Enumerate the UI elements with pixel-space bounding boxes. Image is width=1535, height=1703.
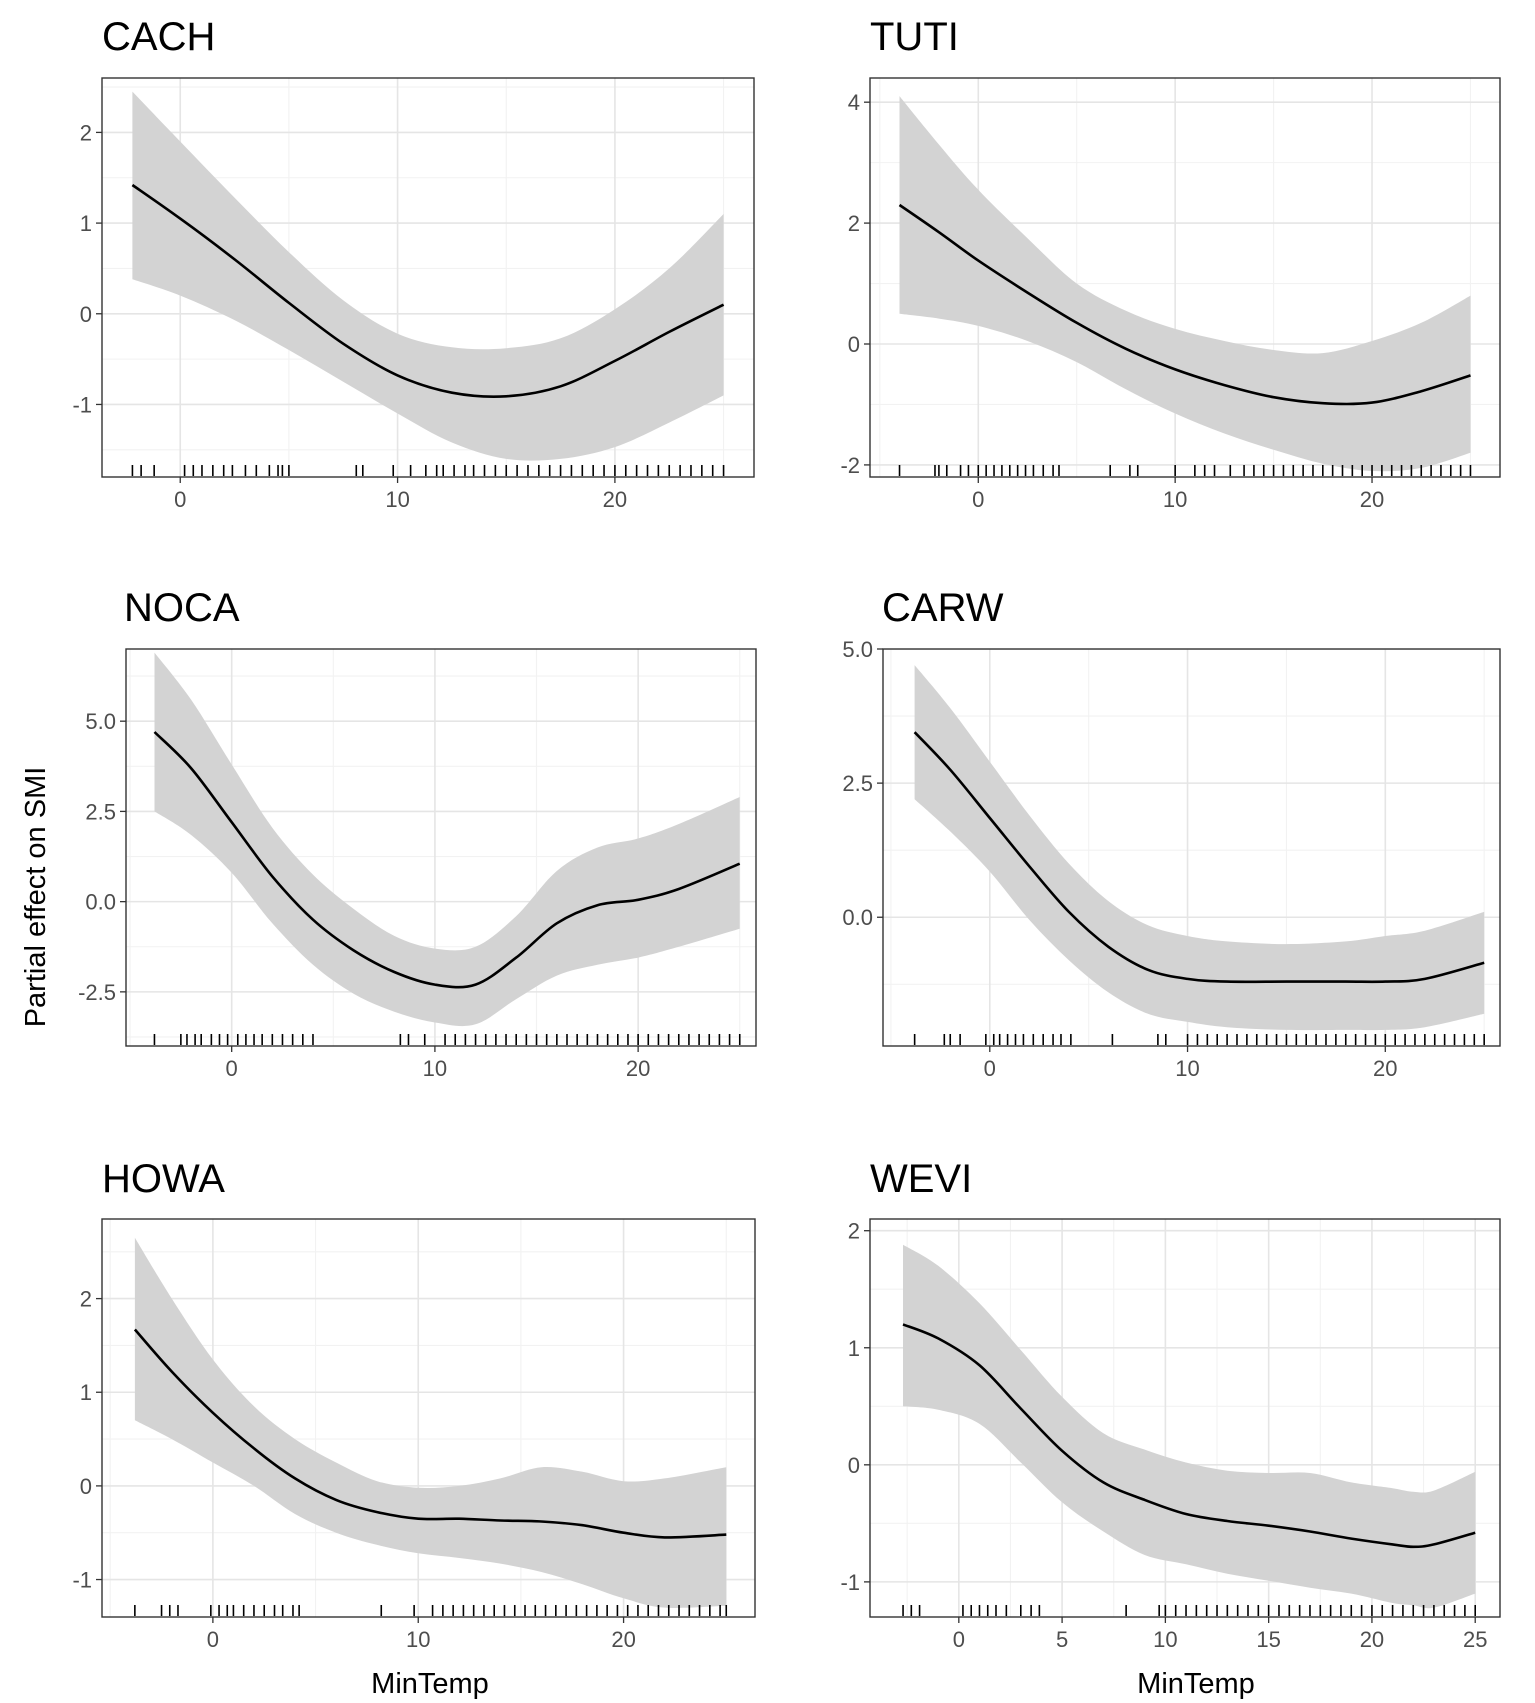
x-axis-title: MinTemp: [1137, 1668, 1255, 1700]
panel-border: [101, 1218, 756, 1618]
fit-line: [153, 731, 741, 989]
x-tick-label: 20: [603, 487, 627, 512]
x-tick-label: 0: [953, 1627, 965, 1652]
y-tick-label: 1: [80, 211, 92, 236]
panel-border: [882, 648, 1501, 1047]
panel-howa: 0 10 20 -1 0 1 2 HOWA MinTemp: [72, 1157, 756, 1700]
panel-wevi: 0 5 10 15 20 25 -1 0 1 2 WEVI MinTemp: [840, 1157, 1501, 1700]
x-tick-label: 0: [207, 1627, 219, 1652]
x-axis-title: MinTemp: [371, 1668, 489, 1700]
y-axis-title: Partial effect on SMI: [20, 767, 52, 1028]
panel-title: TUTI: [870, 15, 959, 59]
x-tick-label: 0: [174, 487, 186, 512]
x-tick-label: 5: [1056, 1627, 1068, 1652]
panel-border: [101, 77, 755, 478]
x-tick-label: 10: [1153, 1627, 1177, 1652]
panel-carw: 0 10 20 0.0 2.5 5.0 CARW: [842, 586, 1501, 1081]
panel-title: CARW: [882, 586, 1004, 630]
rug: [134, 1605, 728, 1616]
panel-title: WEVI: [870, 1157, 972, 1201]
y-tick-label: 0: [848, 332, 860, 357]
y-tick-label: 2: [80, 1287, 92, 1312]
y-tick-label: -1: [72, 1568, 92, 1593]
y-tick-label: 1: [80, 1380, 92, 1405]
confidence-band: [132, 91, 724, 461]
y-tick-label: 2.5: [85, 799, 116, 824]
x-tick-label: 20: [1360, 487, 1384, 512]
x-tick-label: 20: [611, 1627, 635, 1652]
y-tick-label: 4: [848, 90, 860, 115]
confidence-band: [899, 96, 1471, 472]
confidence-band: [903, 1244, 1476, 1609]
fit-line: [902, 1323, 1476, 1549]
panel-title: HOWA: [102, 1157, 225, 1201]
y-tick-label: 0.0: [842, 905, 873, 930]
panel-noca: 0 10 20 -2.5 0.0 2.5 5.0 NOCA: [78, 586, 757, 1081]
y-tick-label: -1: [72, 392, 92, 417]
y-tick-label: 1: [848, 1336, 860, 1361]
panel-border: [125, 648, 757, 1047]
rug: [898, 465, 1472, 476]
fit-line: [131, 183, 725, 398]
fit-line: [133, 1328, 727, 1539]
y-tick-label: 0: [80, 1474, 92, 1499]
x-tick-label: 10: [423, 1056, 447, 1081]
x-tick-label: 0: [972, 487, 984, 512]
y-tick-label: 2.5: [842, 771, 873, 796]
rug: [131, 465, 725, 476]
y-tick-label: -1: [840, 1570, 860, 1595]
y-tick-label: 2: [848, 1219, 860, 1244]
y-tick-label: 2: [80, 120, 92, 145]
x-tick-label: 0: [984, 1056, 996, 1081]
confidence-band: [134, 1237, 727, 1608]
y-tick-label: 5.0: [842, 637, 873, 662]
rug: [902, 1605, 1477, 1616]
fit-line: [913, 731, 1485, 984]
y-tick-label: -2.5: [78, 980, 116, 1005]
confidence-band: [914, 665, 1485, 1031]
x-tick-label: 10: [385, 487, 409, 512]
x-tick-label: 25: [1463, 1627, 1487, 1652]
y-tick-label: -2: [840, 453, 860, 478]
panel-cach: 0 10 20 -1 0 1 2 CACH: [72, 15, 755, 512]
panel-title: CACH: [102, 15, 215, 59]
x-tick-label: 20: [1373, 1056, 1397, 1081]
rug: [153, 1034, 741, 1045]
y-tick-label: 5.0: [85, 709, 116, 734]
x-tick-label: 10: [406, 1627, 430, 1652]
x-tick-label: 0: [226, 1056, 238, 1081]
x-tick-label: 20: [626, 1056, 650, 1081]
y-tick-label: 2: [848, 211, 860, 236]
panel-border: [869, 77, 1501, 478]
panel-border: [869, 1218, 1501, 1618]
fit-line: [898, 203, 1471, 406]
y-tick-label: 0.0: [85, 890, 116, 915]
x-tick-label: 20: [1360, 1627, 1384, 1652]
confidence-band: [154, 652, 740, 1027]
rug: [913, 1034, 1485, 1045]
x-tick-label: 10: [1163, 487, 1187, 512]
panel-tuti: 0 10 20 -2 0 2 4 TUTI: [840, 15, 1501, 512]
y-tick-label: 0: [848, 1453, 860, 1478]
panel-title: NOCA: [124, 586, 240, 630]
y-tick-label: 0: [80, 302, 92, 327]
x-tick-label: 15: [1256, 1627, 1280, 1652]
x-tick-label: 10: [1175, 1056, 1199, 1081]
